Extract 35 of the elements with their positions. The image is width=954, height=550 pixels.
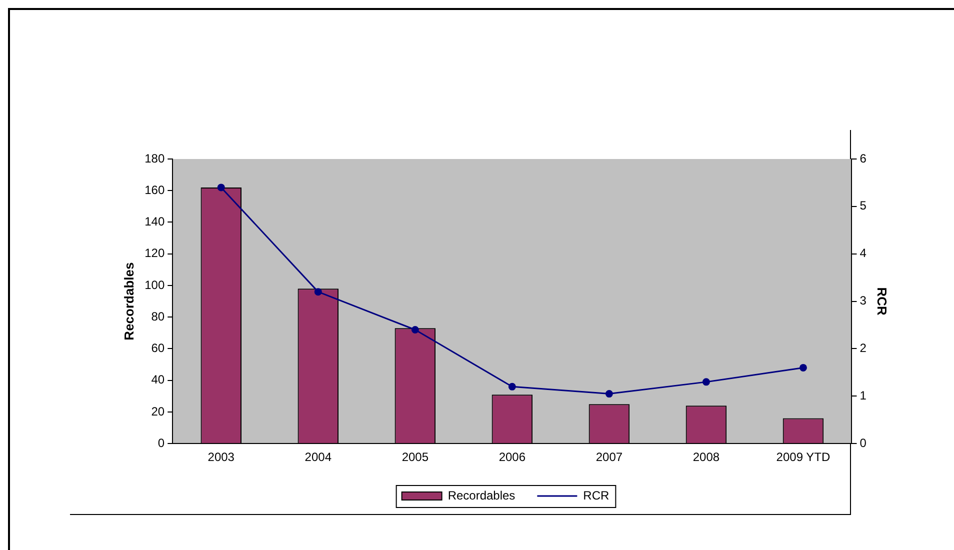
y-tick-label: 180	[144, 151, 165, 166]
x-tick-label: 2003	[208, 450, 235, 464]
y2-tick-label: 0	[860, 436, 867, 450]
x-tick-label: 2005	[402, 450, 429, 464]
x-tick-label: 2007	[596, 450, 623, 464]
y2-tick-label: 2	[860, 341, 867, 356]
point	[702, 378, 710, 386]
y-tick-label: 120	[144, 246, 165, 260]
y-tick-label: 160	[144, 182, 165, 197]
point	[605, 390, 613, 398]
y2-tick-label: 4	[860, 246, 867, 260]
x-tick-label: 2008	[692, 450, 720, 464]
y-tick-label: 40	[151, 372, 165, 387]
point	[314, 288, 322, 296]
y2-tick-label: 5	[860, 198, 867, 213]
x-tick-label: 2009 YTD	[776, 450, 830, 464]
point	[799, 364, 807, 372]
x-tick-label: 2006	[498, 450, 526, 464]
y-tick-label: 100	[144, 278, 165, 292]
y-axis-title: Recordables	[121, 262, 136, 340]
y-tick-label: 140	[144, 214, 165, 229]
legend-label: Recordables	[448, 488, 516, 502]
point	[508, 382, 516, 390]
y-tick-label: 80	[151, 309, 165, 324]
y-tick-label: 20	[151, 404, 165, 418]
point	[411, 326, 419, 334]
y2-tick-label: 6	[860, 151, 867, 166]
y2-tick-label: 3	[860, 294, 867, 308]
y-tick-label: 0	[158, 436, 165, 450]
x-tick-label: 2004	[304, 450, 332, 464]
y2-tick-label: 1	[860, 388, 867, 402]
point	[217, 184, 225, 192]
y2-axis-title: RCR	[874, 287, 890, 316]
legend-label: RCR	[583, 488, 610, 502]
y-tick-label: 60	[151, 341, 165, 356]
